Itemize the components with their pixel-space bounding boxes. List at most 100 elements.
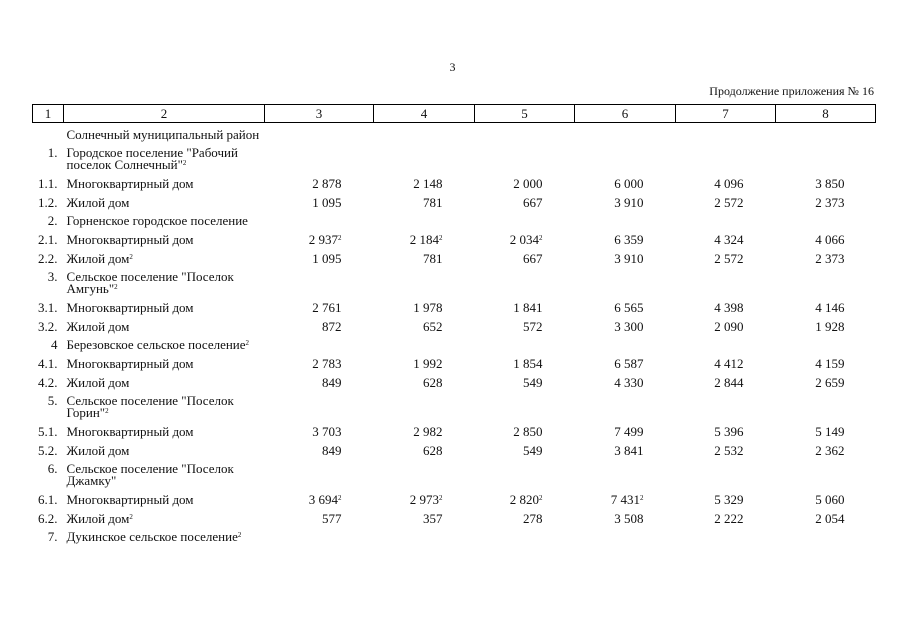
- row-label: Жилой дом: [66, 251, 130, 266]
- row-label: Дукинское сельское поселение: [66, 529, 238, 544]
- value: 3 910: [614, 251, 644, 266]
- row-label-cell: Сельское поселение "Поселок Амгунь"2: [64, 265, 265, 295]
- continuation-note: Продолжение приложения № 16: [709, 84, 874, 98]
- footnote-mark: 2: [114, 283, 118, 291]
- row-number: 3.2.: [38, 319, 58, 334]
- value: 2 659: [815, 375, 845, 390]
- value-cell-col-5: 2 000: [475, 171, 575, 190]
- row-number: 2.: [47, 213, 58, 228]
- row-number: 6.2.: [38, 511, 58, 526]
- footnote-mark: 2: [640, 494, 644, 502]
- value-cell-col-5: [475, 333, 575, 351]
- value: 667: [523, 195, 543, 210]
- value-cell-col-8: 2 054: [776, 506, 876, 525]
- value-cell-col-5: 549: [475, 438, 575, 457]
- section-row: 6. Сельское поселение "Поселок Джамку": [33, 457, 876, 487]
- section-row: 1. Городское поселение "Рабочий поселок С…: [33, 141, 876, 171]
- value: 549: [523, 375, 543, 390]
- value-cell-col-3: [265, 525, 374, 543]
- value: 4 412: [714, 356, 744, 371]
- value-cell-col-4: [374, 123, 475, 142]
- table-body: Солнечный муниципальный район 1. Городское…: [33, 123, 876, 544]
- row-label-cell: Жилой дом: [64, 438, 265, 457]
- value: 3 910: [614, 195, 644, 210]
- row-label: Многоквартирный дом: [66, 492, 194, 507]
- row-label: Солнечный муниципальный район: [66, 127, 260, 142]
- row-label: Сельское поселение "Поселок Амгунь": [66, 269, 234, 296]
- footnote-mark: 2: [439, 234, 443, 242]
- value-cell-col-8: [776, 141, 876, 171]
- value-cell-col-8: 1 928: [776, 314, 876, 333]
- value-cell-col-8: [776, 525, 876, 543]
- row-label-cell: Жилой дом2: [64, 246, 265, 265]
- table-row: 2.2. Жилой дом2 1 095 781 667 3 910 2 572 2 373: [33, 246, 876, 265]
- row-label: Многоквартирный дом: [66, 176, 194, 191]
- value-cell-col-8: 5 060: [776, 487, 876, 506]
- value: 577: [322, 511, 342, 526]
- table-row: 5.2. Жилой дом 849 628 549 3 841 2 532 2 362: [33, 438, 876, 457]
- value-cell-col-6: 4 330: [575, 370, 676, 389]
- value: 7 499: [614, 424, 644, 439]
- value-cell-col-3: 1 095: [265, 246, 374, 265]
- value-cell-col-7: [676, 141, 776, 171]
- value: 628: [423, 443, 443, 458]
- row-label: Многоквартирный дом: [66, 424, 194, 439]
- row-label: Городское поселение "Рабочий поселок Сол…: [66, 145, 238, 172]
- value-cell-col-5: 278: [475, 506, 575, 525]
- section-row: 3. Сельское поселение "Поселок Амгунь"2: [33, 265, 876, 295]
- value: 667: [523, 251, 543, 266]
- value-cell-col-7: 4 398: [676, 295, 776, 314]
- value: 278: [523, 511, 543, 526]
- row-number: 1.: [47, 145, 58, 160]
- value: 1 978: [413, 300, 443, 315]
- value: 2 572: [714, 251, 744, 266]
- value-cell-col-3: 1 095: [265, 190, 374, 209]
- header-cell: 5: [474, 104, 575, 123]
- row-label-cell: Многоквартирный дом: [64, 171, 265, 190]
- row-label-cell: Березовское сельское поселение2: [64, 333, 265, 351]
- value-cell-col-7: 5 396: [676, 419, 776, 438]
- value-cell-col-4: 781: [374, 246, 475, 265]
- value-cell-col-5: 1 841: [475, 295, 575, 314]
- value: 781: [423, 195, 443, 210]
- row-label-cell: Многоквартирный дом: [64, 351, 265, 370]
- row-label-cell: Многоквартирный дом: [64, 419, 265, 438]
- value-cell-col-3: 872: [265, 314, 374, 333]
- value-cell-col-5: [475, 123, 575, 142]
- footnote-mark: 2: [539, 494, 543, 502]
- section-row: 5. Сельское поселение "Поселок Горин"2: [33, 389, 876, 419]
- value-cell-col-8: [776, 389, 876, 419]
- value-cell-col-8: 4 146: [776, 295, 876, 314]
- row-label-cell: Многоквартирный дом: [64, 227, 265, 246]
- value-cell-col-7: 2 532: [676, 438, 776, 457]
- value-cell-col-7: 2 844: [676, 370, 776, 389]
- value: 628: [423, 375, 443, 390]
- value-cell-col-3: [265, 389, 374, 419]
- data-table: 1 2 3 4 5 6 7 8 Солнечный муниципальный …: [32, 104, 876, 543]
- section-row: 2. Горненское городское поселение: [33, 209, 876, 227]
- table-row: 4.1. Многоквартирный дом 2 783 1 992 1 854 6 …: [33, 351, 876, 370]
- value-cell-col-7: 2 572: [676, 190, 776, 209]
- value: 6 565: [614, 300, 644, 315]
- value-cell-col-7: [676, 123, 776, 142]
- value-cell-col-4: [374, 265, 475, 295]
- value-cell-col-5: 1 854: [475, 351, 575, 370]
- value-cell-col-3: 3 6942: [265, 487, 374, 506]
- header-cell: 2: [63, 104, 265, 123]
- value: 2 982: [413, 424, 443, 439]
- row-label-cell: Сельское поселение "Поселок Джамку": [64, 457, 265, 487]
- header-cell: 3: [264, 104, 374, 123]
- row-number: 5.2.: [38, 443, 58, 458]
- value-cell-col-5: [475, 389, 575, 419]
- value: 1 095: [312, 251, 342, 266]
- value-cell-col-4: [374, 141, 475, 171]
- value-cell-col-4: 628: [374, 438, 475, 457]
- value: 2 844: [714, 375, 744, 390]
- value-cell-col-4: 1 978: [374, 295, 475, 314]
- footnote-mark: 2: [439, 494, 443, 502]
- row-number: 1.2.: [38, 195, 58, 210]
- value: 3 694: [308, 492, 338, 507]
- value-cell-col-7: [676, 457, 776, 487]
- value-cell-col-5: [475, 265, 575, 295]
- value-cell-col-8: 2 373: [776, 246, 876, 265]
